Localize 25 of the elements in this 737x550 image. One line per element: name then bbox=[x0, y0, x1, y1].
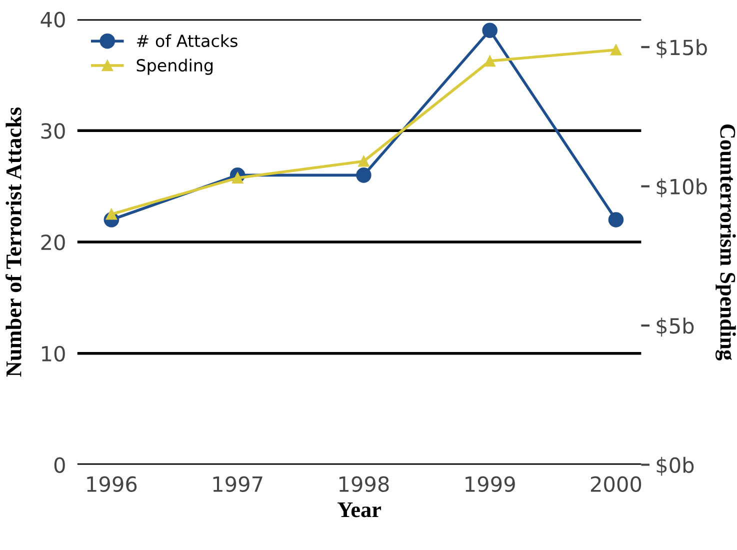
x-tick-label: 1998 bbox=[339, 476, 389, 492]
y2-tick-label: $5b bbox=[656, 318, 694, 337]
x-tick-label: 1999 bbox=[466, 476, 515, 492]
y-axis-title: Number of Terrorist Attacks bbox=[5, 107, 22, 377]
point bbox=[484, 55, 496, 67]
point bbox=[482, 22, 498, 38]
y-tick-label: 30 bbox=[41, 123, 65, 139]
x-tick-label: 1997 bbox=[213, 476, 262, 492]
point bbox=[608, 212, 624, 228]
y2-tick-label: $10b bbox=[656, 178, 707, 198]
y-tick-label: 20 bbox=[41, 234, 65, 250]
point bbox=[358, 156, 370, 167]
y-tick-label: 40 bbox=[40, 12, 65, 28]
y-tick-label: 10 bbox=[42, 346, 65, 362]
legend-label: # of Attacks bbox=[137, 34, 238, 48]
x-tick-label: 1996 bbox=[87, 476, 137, 492]
y2-axis-title: Counterrorism Spending bbox=[716, 124, 736, 360]
point bbox=[356, 168, 372, 183]
x-axis-title: Year bbox=[337, 502, 382, 518]
y-tick-label: 0 bbox=[54, 457, 65, 473]
x-tick-label: 2000 bbox=[590, 476, 642, 492]
point bbox=[610, 44, 622, 56]
legend-label: Spending bbox=[136, 58, 213, 75]
y2-tick-label: $0b bbox=[656, 456, 694, 476]
y2-tick-label: $15b bbox=[656, 39, 707, 58]
